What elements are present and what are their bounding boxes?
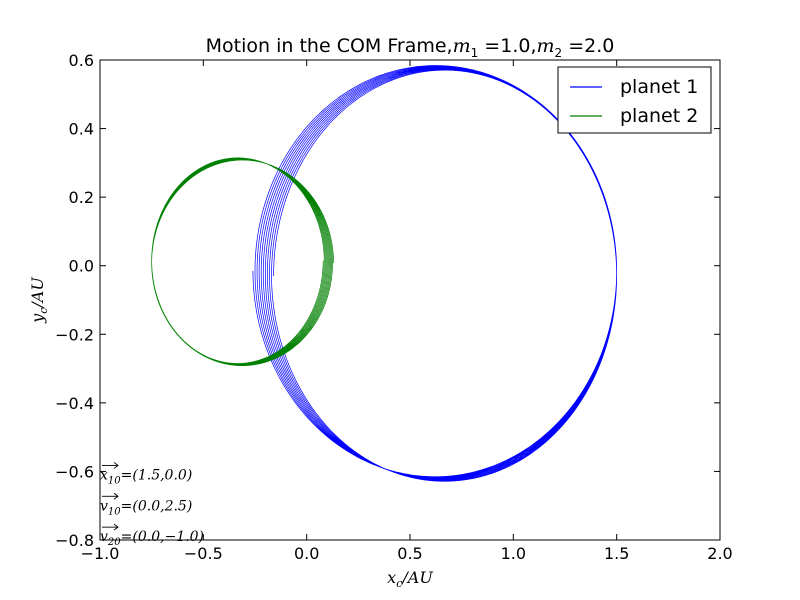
annotation-symbol: v <box>100 529 108 545</box>
initial-condition-annotation: x10=(1.5,0.0) <box>100 462 192 486</box>
y-tick-label: 0.6 <box>69 51 94 70</box>
chart-title-text: Motion in the COM Frame, <box>206 35 453 57</box>
y-tick-label: −0.2 <box>55 325 94 344</box>
series-layer <box>151 65 618 482</box>
y-tick-label: −0.8 <box>55 531 94 550</box>
legend-box <box>557 66 712 134</box>
annotation-subscript: 10 <box>108 475 121 486</box>
y-tick-label: 0.0 <box>69 257 94 276</box>
vector-arrowhead-icon <box>113 462 119 469</box>
x-tick-label: 1.5 <box>604 544 629 563</box>
initial-condition-annotation: v10=(0.0,2.5) <box>100 492 192 517</box>
vector-arrowhead-icon <box>113 492 119 500</box>
x-axis-label: xc/AU <box>387 568 433 590</box>
title-mass2-value: =2.0 <box>562 35 614 57</box>
y-axis-label: yc/AU <box>28 277 50 324</box>
ticks-layer: −1.0 −0.5 0.0 0.5 1.0 1.5 2.0 −0.8 −0.6 −0.4 −0.2 0… <box>55 51 733 563</box>
series-line-planet-2 <box>151 157 334 367</box>
annotation-subscript: 20 <box>107 537 121 548</box>
x-tick-label: −0.5 <box>184 544 223 563</box>
y-axis-label-base: y <box>28 313 47 324</box>
title-mass1-symbol: m <box>453 35 471 57</box>
x-tick-label: 0.0 <box>294 544 319 563</box>
y-tick-label: 0.4 <box>69 120 94 139</box>
y-tick-label: 0.2 <box>69 188 94 207</box>
annotation-text: v10=(0.0,2.5) <box>100 498 192 517</box>
x-axis-label-rest: /AU <box>400 568 433 587</box>
annotation-value: =(0.0,2.5) <box>121 498 193 514</box>
title-mass1-value: =1.0, <box>478 35 536 57</box>
legend-label-planet-2: planet 2 <box>620 105 698 127</box>
y-axis-label-rest: /AU <box>28 277 47 310</box>
annotation-subscript: 10 <box>108 506 121 517</box>
annotation-value: =(0.0,−1.0) <box>121 529 204 545</box>
annotation-text: v20=(0.0,−1.0) <box>100 529 204 548</box>
series-line-planet-1 <box>252 65 618 482</box>
x-tick-label: 1.0 <box>501 544 526 563</box>
x-axis-label-sub: c <box>396 577 402 590</box>
x-tick-label: 2.0 <box>707 544 732 563</box>
annotation-value: =(1.5,0.0) <box>121 467 193 483</box>
annotation-layer: x10=(1.5,0.0)v10=(0.0,2.5)v20=(0.0,−1.0) <box>100 462 204 548</box>
legend: planet 1 planet 2 <box>557 66 712 134</box>
title-mass2-sub: 2 <box>555 46 563 60</box>
x-tick-label: −1.0 <box>81 544 120 563</box>
y-axis-label-sub: c <box>37 308 50 314</box>
title-mass1-sub: 1 <box>471 46 479 60</box>
title-mass2-symbol: m <box>536 35 554 57</box>
initial-condition-annotation: v20=(0.0,−1.0) <box>100 523 204 548</box>
x-axis-label-base: x <box>387 568 396 587</box>
annotation-symbol: v <box>100 498 108 514</box>
annotation-text: x10=(1.5,0.0) <box>100 467 192 486</box>
chart-title: Motion in the COM Frame,m1 =1.0,m2 =2.0 <box>206 35 615 60</box>
x-tick-label: 0.5 <box>397 544 422 563</box>
y-tick-label: −0.4 <box>55 394 94 413</box>
legend-label-planet-1: planet 1 <box>620 76 698 98</box>
y-tick-label: −0.6 <box>55 462 94 481</box>
annotation-symbol: x <box>100 467 108 483</box>
vector-arrowhead-icon <box>113 523 119 531</box>
